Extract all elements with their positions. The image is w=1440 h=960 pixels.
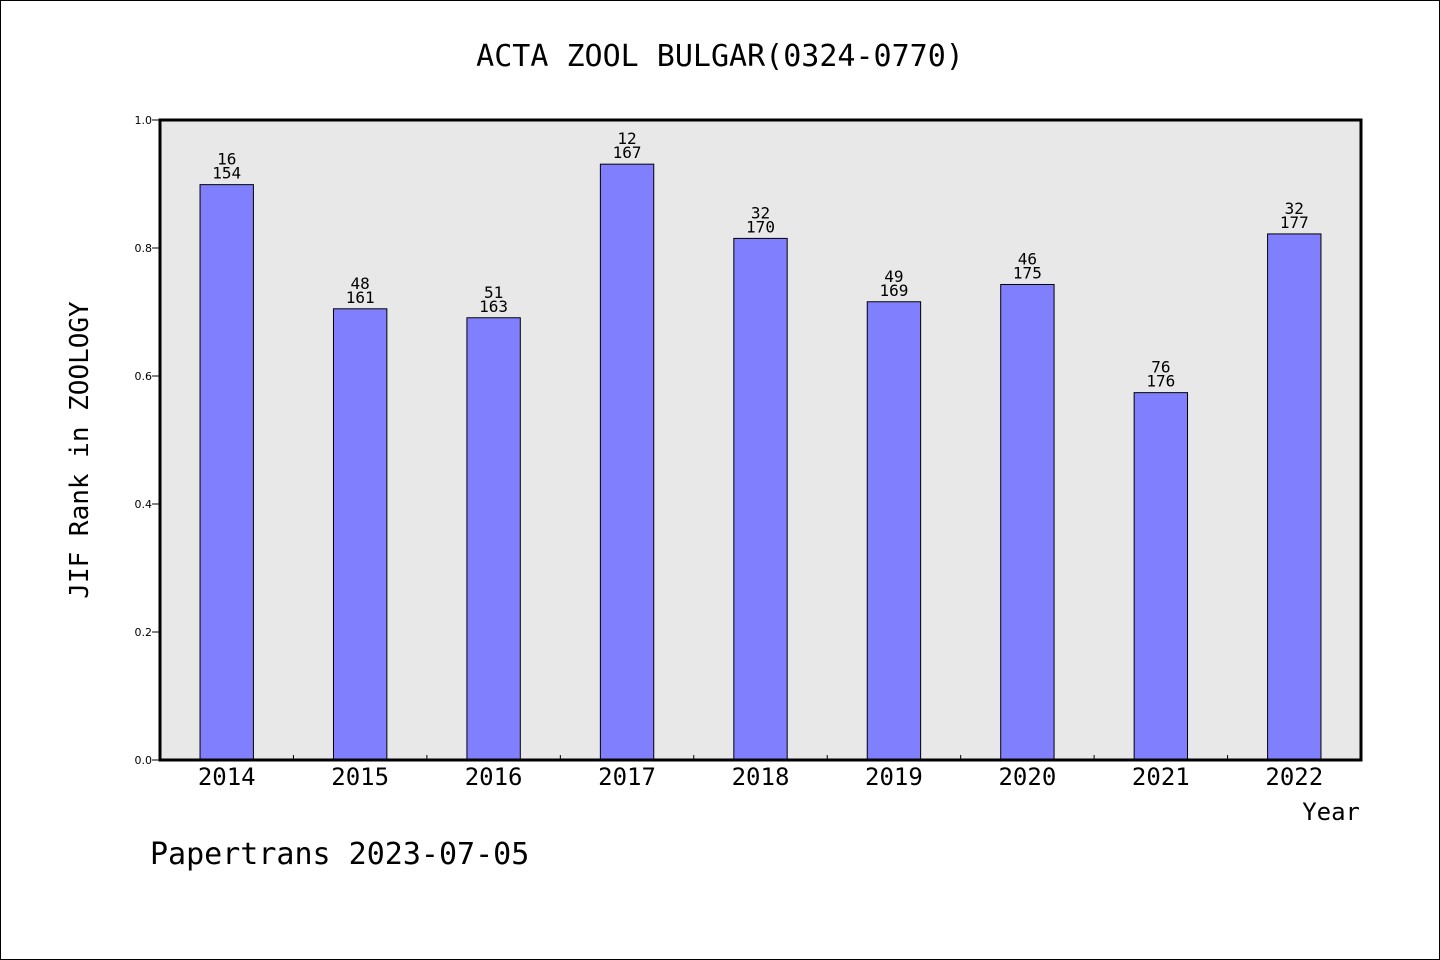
bar-2015	[332, 308, 388, 761]
bar-2014	[199, 184, 254, 761]
y-axis-label: JIF Rank in ZOOLOGY	[65, 301, 95, 599]
bar-2020	[1000, 283, 1055, 761]
y-tick-label: 1.0	[135, 114, 153, 127]
x-tick-label: 2019	[865, 763, 923, 791]
bar-total-label: 167	[613, 143, 642, 162]
x-tick-label: 2015	[331, 763, 389, 791]
bar-total-label: 154	[212, 164, 241, 183]
bar-2018	[733, 237, 788, 761]
bar-rank-label: 12	[617, 129, 636, 148]
bar-rank-label: 51	[484, 283, 503, 302]
y-tick-label: 0.2	[135, 626, 153, 639]
bar-rank-label: 48	[351, 274, 370, 293]
x-tick-label: 2016	[465, 763, 523, 791]
chart-title: ACTA ZOOL BULGAR(0324-0770)	[476, 39, 964, 74]
bar-rank-label: 32	[1285, 199, 1304, 218]
bar-2019	[866, 301, 922, 761]
bar-2021	[1133, 392, 1189, 761]
x-tick-label: 2020	[998, 763, 1056, 791]
footer-credit: Papertrans 2023-07-05	[150, 837, 529, 872]
bar-total-label: 170	[746, 217, 775, 236]
x-tick-label: 2021	[1132, 763, 1190, 791]
x-tick-label: 2017	[598, 763, 656, 791]
x-axis-label: Year	[1302, 798, 1360, 826]
bar-rank-label: 32	[751, 203, 770, 222]
y-axis: 0.0 0.2 0.4 0.6 0.8 1.0	[135, 114, 160, 767]
x-tick-label: 2014	[198, 763, 256, 791]
bar-total-label: 175	[1013, 263, 1042, 282]
x-tick-label: 2022	[1265, 763, 1323, 791]
bar-2016	[466, 317, 521, 761]
bar-total-label: 161	[346, 288, 375, 307]
bar-2017	[599, 163, 655, 761]
bar-total-label: 177	[1280, 213, 1309, 232]
bar-total-label: 176	[1146, 372, 1175, 391]
x-tick-label: 2018	[732, 763, 790, 791]
bar-rank-label: 76	[1151, 358, 1170, 377]
y-tick-label: 0.8	[135, 242, 153, 255]
bar-rank-label: 49	[884, 267, 903, 286]
x-axis: 2014 2015 2016 2017 2018 2019 2020 2021 2022	[198, 755, 1323, 791]
bar-total-label: 163	[479, 297, 508, 316]
y-tick-label: 0.6	[135, 370, 153, 383]
plot-border	[158, 118, 1363, 762]
bar-rank-label: 16	[217, 150, 236, 169]
y-tick-label: 0.4	[135, 498, 153, 511]
bar-2022	[1267, 233, 1322, 761]
bar-total-label: 169	[879, 281, 908, 300]
y-tick-label: 0.0	[135, 754, 153, 767]
bar-rank-label: 46	[1018, 249, 1037, 268]
